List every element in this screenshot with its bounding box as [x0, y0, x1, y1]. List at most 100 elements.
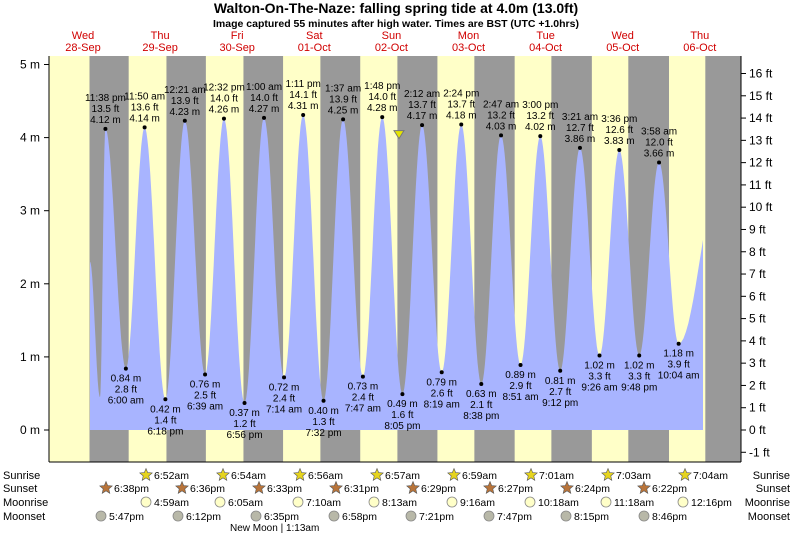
low-tide-label: 1.3 ft — [312, 417, 334, 428]
low-tide-label: 2.4 ft — [273, 393, 295, 404]
high-tide-label: 11:50 am — [124, 91, 165, 102]
moonrise-time: 12:16pm — [691, 497, 732, 509]
high-tide-label: 1:48 pm — [364, 81, 400, 92]
low-tide-label: 6:39 am — [187, 401, 223, 412]
y-tick-label-ft: 13 ft — [749, 133, 773, 147]
sunrise-time: 7:04am — [693, 470, 728, 482]
moonset-row-label-right: Moonset — [748, 511, 790, 523]
high-tide-label: 1:37 am — [325, 83, 361, 94]
low-tide-label: 7:14 am — [266, 404, 302, 415]
sunrise-icon — [447, 467, 461, 481]
moonrise-icon — [600, 496, 612, 508]
low-tide-label: 0.40 m — [308, 406, 339, 417]
low-tide-label: 2.1 ft — [470, 400, 492, 411]
moonrise-time: 11:18am — [614, 497, 654, 509]
tide-event-point — [617, 148, 622, 153]
sunset-icon — [175, 480, 189, 494]
date-label: 06-Oct — [683, 42, 716, 54]
high-tide-label: 1:11 pm — [285, 79, 320, 90]
y-tick-label-ft: 15 ft — [749, 89, 773, 103]
high-tide-label: 4.31 m — [288, 101, 319, 112]
low-tide-label: 7:32 pm — [305, 428, 341, 439]
high-tide-label: 12:32 pm — [203, 83, 245, 94]
y-tick-label-ft: 12 ft — [749, 156, 773, 170]
day-of-week-label: Tue — [536, 30, 555, 42]
low-tide-label: 7:47 am — [345, 404, 381, 415]
y-tick-label-m: 1 m — [20, 350, 40, 364]
tide-event-point — [221, 116, 226, 121]
high-tide-label: 14.0 ft — [210, 94, 238, 105]
tide-event-point — [499, 133, 504, 138]
high-tide-label: 13.5 ft — [92, 104, 120, 115]
low-tide-label: 0.76 m — [190, 379, 221, 390]
tide-event-point — [142, 125, 147, 130]
high-tide-label: 13.2 ft — [487, 110, 515, 121]
day-of-week-label: Sun — [382, 30, 402, 42]
y-tick-label-ft: 4 ft — [749, 334, 766, 348]
tide-event-point — [637, 353, 642, 358]
high-tide-label: 12.0 ft — [645, 137, 673, 148]
date-label: 03-Oct — [452, 42, 485, 54]
moonset-icon — [483, 510, 495, 522]
low-tide-label: 2.4 ft — [352, 393, 374, 404]
sunrise-row-label-right: Sunrise — [753, 470, 790, 482]
day-of-week-label: Mon — [458, 30, 479, 42]
sunrise-icon — [524, 467, 538, 481]
high-tide-label: 4.02 m — [525, 122, 556, 133]
low-tide-label: 6:00 am — [108, 396, 144, 407]
high-tide-label: 13.9 ft — [171, 96, 199, 107]
y-tick-label-ft: 6 ft — [749, 289, 766, 303]
low-tide-label: 1.4 ft — [154, 415, 176, 426]
low-tide-label: 0.79 m — [426, 377, 457, 388]
low-tide-label: 1.02 m — [584, 360, 615, 371]
tide-event-point — [459, 122, 464, 127]
tide-event-point — [400, 392, 405, 397]
high-tide-label: 12.7 ft — [566, 123, 594, 134]
moonset-time: 6:12pm — [186, 511, 221, 523]
low-tide-label: 0.84 m — [111, 374, 142, 385]
moonrise-icon — [446, 496, 458, 508]
tide-event-point — [321, 398, 326, 403]
current-level-marker — [393, 130, 405, 140]
high-tide-label: 3.83 m — [604, 136, 635, 147]
sunrise-icon — [678, 467, 692, 481]
moonset-icon — [560, 510, 572, 522]
moonset-icon — [95, 510, 107, 522]
high-tide-label: 3:21 am — [562, 112, 598, 123]
high-tide-label: 2:47 am — [483, 99, 519, 110]
y-tick-label-ft: 2 ft — [749, 378, 766, 392]
moonset-time: 8:15pm — [574, 511, 609, 523]
moonrise-icon — [677, 496, 689, 508]
low-tide-label: 0.89 m — [505, 370, 536, 381]
tide-event-point — [479, 381, 484, 386]
high-tide-label: 4.03 m — [486, 121, 517, 132]
axes: 0 m 1 m 2 m 3 m 4 m 5 m -1 ft 0 ft 1 ft 2 ft 3 ft 4… — [20, 30, 773, 459]
y-tick-label-ft: 5 ft — [749, 312, 766, 326]
sunset-icon — [329, 480, 343, 494]
sunset-time: 6:38pm — [114, 483, 149, 495]
sunset-time: 6:24pm — [575, 483, 610, 495]
y-tick-label-ft: 14 ft — [749, 111, 773, 125]
moonrise-row-label-left: Moonrise — [3, 497, 48, 509]
y-tick-label-ft: 8 ft — [749, 245, 766, 259]
low-tide-label: 0.42 m — [150, 404, 181, 415]
low-tide-label: 8:19 am — [424, 399, 460, 410]
moonset-time: 8:46pm — [652, 511, 687, 523]
tide-event-point — [203, 372, 208, 377]
high-tide-label: 14.0 ft — [368, 92, 396, 103]
sunset-time: 6:27pm — [498, 483, 533, 495]
sunset-icon — [252, 480, 266, 494]
moonrise-time: 6:05am — [228, 497, 263, 509]
day-of-week-label: Thu — [151, 30, 170, 42]
night-band — [705, 56, 741, 462]
moonrise-time: 10:18am — [538, 497, 579, 509]
moonset-icon — [405, 510, 417, 522]
high-tide-label: 4.25 m — [328, 105, 359, 116]
moonset-icon — [172, 510, 184, 522]
sunset-icon — [406, 480, 420, 494]
high-tide-label: 4.12 m — [90, 115, 121, 126]
low-tide-label: 0.37 m — [229, 408, 260, 419]
day-of-week-label: Sat — [306, 30, 323, 42]
high-tide-label: 14.0 ft — [250, 93, 278, 104]
